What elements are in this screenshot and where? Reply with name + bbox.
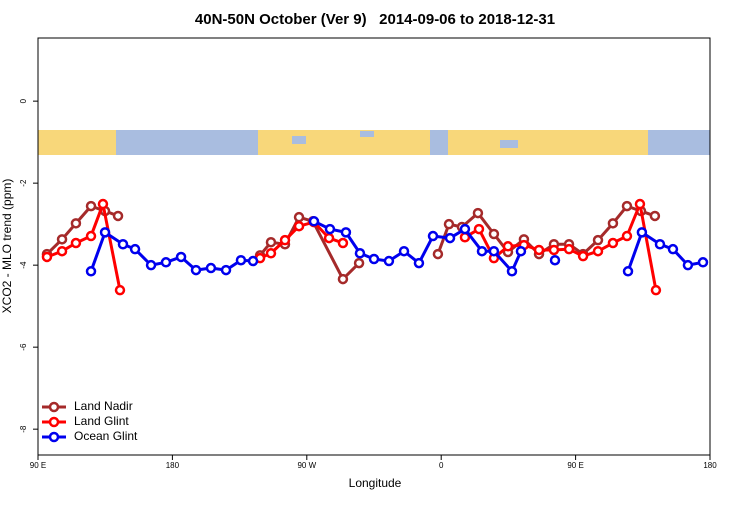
x-axis-label: Longitude: [349, 476, 402, 490]
data-point: [220, 264, 232, 276]
y-tick-label: -8: [19, 425, 28, 433]
data-point: [190, 264, 202, 276]
data-point: [70, 218, 82, 229]
data-point: [235, 254, 247, 266]
data-point: [636, 227, 648, 238]
data-point: [85, 200, 97, 212]
legend-marker: [48, 416, 60, 428]
data-point: [427, 230, 439, 242]
data-point: [56, 245, 68, 257]
data-point: [443, 218, 455, 230]
data-point: [577, 250, 589, 262]
data-point: [621, 200, 633, 212]
x-tick-label: 0: [439, 461, 444, 470]
data-point: [682, 259, 694, 271]
data-point: [667, 243, 679, 255]
data-point: [697, 257, 709, 268]
data-point: [488, 228, 500, 240]
data-point: [502, 241, 514, 252]
data-point: [488, 245, 500, 257]
data-point: [337, 273, 349, 285]
y-axis-label: XCO2 - MLO trend (ppm): [0, 179, 14, 314]
y-tick-label: -4: [19, 261, 28, 269]
data-point: [354, 248, 366, 259]
legend-label: Ocean Glint: [74, 429, 138, 443]
data-point: [85, 230, 97, 242]
data-point: [383, 255, 395, 267]
data-point: [129, 243, 141, 255]
data-point: [398, 245, 410, 257]
data-point: [145, 259, 157, 271]
data-point: [368, 253, 380, 265]
data-point: [337, 237, 349, 249]
data-point: [308, 216, 320, 227]
data-point: [607, 218, 619, 229]
data-point: [56, 234, 68, 245]
data-point: [549, 254, 561, 266]
x-tick-label: 180: [166, 461, 180, 470]
y-tick-label: -2: [19, 179, 28, 187]
data-point: [548, 244, 560, 256]
data-point: [649, 210, 661, 222]
data-point: [265, 248, 277, 259]
legend-marker: [48, 401, 60, 413]
data-point: [621, 230, 633, 242]
x-tick-label: 90 E: [567, 461, 583, 470]
series-line: [45, 204, 656, 281]
x-tick-label: 90 W: [297, 461, 316, 470]
legend-label: Land Glint: [74, 414, 129, 428]
data-point: [247, 255, 259, 267]
data-point: [175, 251, 187, 263]
data-point: [473, 223, 485, 235]
data-point: [160, 257, 172, 268]
data-point: [634, 198, 646, 210]
legend-marker: [48, 431, 60, 443]
data-point: [117, 238, 129, 250]
data-point: [515, 245, 527, 257]
data-point: [205, 262, 217, 274]
data-point: [353, 257, 365, 269]
data-point: [654, 238, 666, 250]
data-point: [533, 244, 545, 256]
plot-frame: [37, 37, 711, 456]
data-point: [41, 251, 53, 263]
data-point: [563, 243, 575, 255]
data-point: [592, 234, 604, 246]
data-point: [85, 266, 97, 277]
data-point: [444, 232, 456, 244]
data-point: [592, 245, 604, 257]
data-point: [476, 245, 488, 257]
y-tick-label: 0: [19, 98, 28, 103]
data-point: [112, 210, 124, 222]
data-point: [279, 234, 291, 246]
data-point: [323, 232, 335, 244]
x-tick-label: 180: [703, 461, 717, 470]
data-point: [413, 257, 425, 269]
data-point: [607, 237, 619, 249]
data-point: [340, 227, 352, 238]
map-strip: [38, 130, 710, 155]
x-tick-label: 90 E: [30, 461, 46, 470]
data-point: [506, 266, 518, 277]
data-point: [432, 248, 444, 260]
data-point: [293, 211, 305, 223]
legend-label: Land Nadir: [74, 399, 133, 413]
data-point: [293, 220, 305, 232]
data-point: [650, 284, 662, 296]
y-tick-label: -6: [19, 343, 28, 351]
data-point: [265, 236, 277, 248]
chart-title: 40N-50N October (Ver 9) 2014-09-06 to 20…: [195, 11, 555, 28]
data-point: [472, 207, 484, 219]
data-point: [324, 223, 336, 235]
data-point: [114, 284, 126, 296]
data-point: [97, 198, 109, 210]
data-point: [622, 266, 634, 277]
data-point: [70, 237, 82, 249]
data-point: [99, 227, 111, 238]
data-point: [459, 223, 471, 235]
